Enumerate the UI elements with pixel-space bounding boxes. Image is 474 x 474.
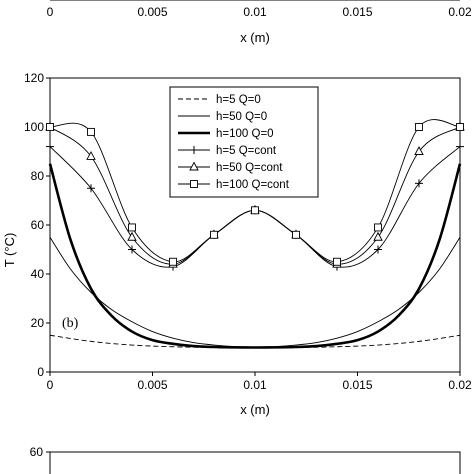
ytick-label-5: 100 bbox=[24, 120, 44, 134]
legend-marker-5 bbox=[190, 180, 198, 188]
series-4-point-2 bbox=[127, 231, 137, 241]
top-xtick-label-0: 0 bbox=[47, 5, 54, 19]
legend-marker-3 bbox=[190, 146, 198, 154]
legend-label-4: h=50 Q=cont bbox=[216, 162, 283, 174]
series-4-point-9 bbox=[414, 146, 424, 155]
top-xtick-label-1: 0.005 bbox=[137, 5, 167, 19]
series-5-point-1 bbox=[87, 127, 95, 136]
series-5-point-2 bbox=[128, 223, 136, 232]
series-1 bbox=[49, 237, 461, 348]
bottom-ytick-label: 60 bbox=[30, 445, 44, 459]
series-3-point-0 bbox=[46, 142, 54, 151]
series-5-point-9 bbox=[415, 123, 423, 131]
legend-label-5: h=100 Q=cont bbox=[216, 179, 290, 191]
series-5-point-6 bbox=[292, 230, 300, 239]
top-xtick-label-3: 0.015 bbox=[342, 5, 372, 19]
series-5 bbox=[46, 119, 464, 266]
top-xtick-label-4: 0.02 bbox=[448, 5, 472, 19]
series-3-point-8 bbox=[374, 245, 382, 254]
ytick-label-4: 80 bbox=[31, 169, 45, 183]
series-0 bbox=[49, 334, 461, 349]
series-5-point-8 bbox=[374, 223, 382, 232]
series-5-point-0 bbox=[46, 123, 54, 131]
legend-label-2: h=100 Q=0 bbox=[216, 128, 274, 140]
series-2-line bbox=[48, 163, 462, 349]
ytick-label-2: 40 bbox=[31, 267, 45, 281]
ytick-label-6: 120 bbox=[24, 71, 44, 85]
series-4-point-8 bbox=[373, 231, 383, 241]
top-x-axis-label: x (m) bbox=[240, 30, 270, 45]
top-panel-fragment: 0 0.005 0.01 0.015 0.02 x (m) bbox=[47, 0, 472, 45]
legend-box bbox=[169, 86, 319, 198]
series-3-point-9 bbox=[415, 179, 423, 188]
series-5-point-5 bbox=[251, 206, 259, 215]
top-xtick-label-2: 0.01 bbox=[243, 5, 267, 19]
y-axis-ticks: 0 20 40 60 80 100 120 bbox=[24, 71, 50, 379]
series-5-point-7 bbox=[333, 257, 341, 266]
xtick-label-4: 0.02 bbox=[448, 378, 472, 392]
xtick-label-2: 0.01 bbox=[243, 378, 267, 392]
panel-label: (b) bbox=[62, 316, 79, 331]
legend-label-1: h=50 Q=0 bbox=[216, 111, 267, 123]
legend-label-0: h=5 Q=0 bbox=[216, 94, 261, 106]
series-layer bbox=[45, 119, 465, 349]
y-axis-label: T (°C) bbox=[2, 233, 17, 268]
xtick-label-1: 0.005 bbox=[137, 378, 167, 392]
series-3-point-2 bbox=[128, 245, 136, 254]
bottom-panel-frame bbox=[49, 451, 461, 474]
series-5-point-10 bbox=[456, 123, 464, 131]
series-0-line bbox=[49, 334, 461, 349]
xtick-label-3: 0.015 bbox=[342, 378, 372, 392]
series-4-point-1 bbox=[86, 150, 96, 160]
bottom-panel-fragment: 60 bbox=[30, 445, 461, 474]
legend-label-3: h=5 Q=cont bbox=[216, 145, 277, 157]
series-3-point-1 bbox=[87, 184, 95, 193]
ytick-label-3: 60 bbox=[31, 218, 45, 232]
ytick-label-0: 0 bbox=[37, 365, 44, 379]
series-1-line bbox=[49, 237, 461, 348]
series-3-point-10 bbox=[456, 142, 464, 151]
series-2 bbox=[48, 163, 462, 349]
xtick-label-0: 0 bbox=[47, 378, 54, 392]
x-axis-label: x (m) bbox=[240, 402, 270, 417]
series-5-point-3 bbox=[169, 257, 177, 266]
series-5-point-4 bbox=[210, 230, 218, 239]
legend: h=5 Q=0 h=50 Q=0 h=100 Q=0 h=5 Q=cont h=50 Q… bbox=[169, 86, 319, 198]
ytick-label-1: 20 bbox=[31, 316, 45, 330]
legend-marker-4 bbox=[189, 161, 199, 171]
x-axis-ticks: 0 0.005 0.01 0.015 0.02 bbox=[47, 372, 472, 392]
